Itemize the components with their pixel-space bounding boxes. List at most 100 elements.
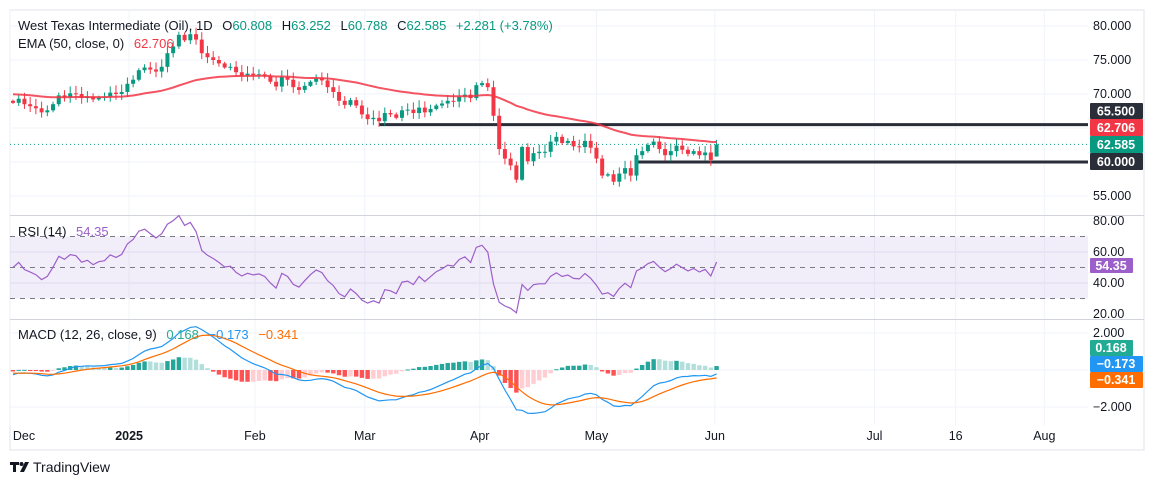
candle-body [337,91,342,101]
macd-histogram-bar [519,370,525,389]
low-label: L [341,18,348,33]
candle [588,133,593,154]
candle-body [560,136,565,143]
candle [422,101,427,118]
candle-body [640,151,645,156]
candle-body [365,114,370,120]
candle [491,80,496,121]
candle-body [623,168,628,174]
macd-legend[interactable]: MACD (12, 26, close, 9) 0.168 −0.173 −0.… [18,327,298,342]
candle-body [645,145,650,152]
candle-body [611,174,616,182]
macd-histogram-bar [296,370,302,379]
ema-tag [1090,119,1143,136]
candle-body [251,73,256,75]
candle-body [565,140,570,143]
candle [211,51,216,65]
macd-hist-tag [1090,340,1133,356]
candle [142,64,147,73]
macd-histogram-bar [291,370,296,379]
macd-signal-tag [1090,372,1143,388]
macd-histogram-bar [136,362,142,370]
candle-body [703,152,708,156]
macd-histogram-bar [354,370,359,377]
candle [542,144,547,158]
macd-histogram-bar [239,370,244,382]
candle-body [308,81,313,86]
candle-body [319,78,324,81]
candle-body [388,113,393,115]
ema-line [12,74,717,143]
candle-body [691,151,696,154]
rsi-legend[interactable]: RSI (14) 54.35 [18,224,109,239]
candle [474,82,479,101]
macd-histogram-bar [531,370,536,384]
candle-body [474,85,479,99]
candle-body [434,105,439,109]
time-axis-label: 2025 [115,429,143,443]
macd-histogram-bar [96,367,101,370]
macd-histogram-bar [113,367,119,370]
candle [125,77,130,98]
macd-histogram-bar [268,370,273,381]
candle [308,80,313,88]
resistance-tag [1090,103,1143,119]
candle [457,89,462,108]
close-label: C [397,18,406,33]
brand-name: TradingView [33,459,111,475]
candle-body [142,67,147,71]
candle [182,32,187,43]
macd-histogram-bar [702,365,708,370]
candle [68,86,73,103]
candle-body [199,39,204,54]
candle-body [314,78,319,82]
candle-body [399,110,404,118]
candle-body [216,60,221,64]
macd-histogram-bar [102,368,107,370]
candle-body [274,81,279,87]
candle [16,94,21,106]
macd-histogram-bar [685,363,691,370]
macd-histogram-bar [582,364,588,370]
candle [342,96,347,109]
macd-histogram-bar [313,370,319,374]
candle-body [302,85,307,90]
macd-signal-tag-text: −0.341 [1097,373,1136,387]
candles [11,27,719,187]
candle [222,61,227,69]
rsi-tag-text: 54.35 [1095,259,1126,273]
support-tag [1090,153,1143,170]
candle-body [491,87,496,116]
candle [680,140,685,155]
candle-body [514,165,519,180]
macd-histogram-bar [577,365,582,370]
macd-histogram-bar [73,365,79,370]
macd-histogram [10,357,719,393]
support-tag-text: 60.000 [1097,155,1135,169]
candle-body [634,155,639,176]
candle [502,141,507,165]
candle [508,152,513,171]
candle-body [176,34,181,47]
last-price-tag [1090,136,1143,153]
macd-histogram-bar [537,370,542,381]
candle-body [68,93,73,98]
macd-histogram-bar [148,361,153,370]
macd-histogram-bar [680,361,685,370]
candle [239,65,244,82]
candle [703,146,708,161]
rsi-axis-label: 60.00 [1093,245,1124,259]
macd-histogram-bar [319,370,325,373]
candle [434,103,439,111]
macd-histogram-bar [39,370,44,372]
ema-legend[interactable]: EMA (50, close, 0) 62.706 [18,36,174,51]
candle-body [697,151,702,156]
macd-histogram-bar [50,370,56,371]
ema-value: 62.706 [134,36,174,51]
macd-histogram-bar [428,366,433,370]
macd-histogram-bar [434,364,439,370]
tradingview-logo[interactable]: TradingView [10,459,111,475]
macd-histogram-bar [468,361,473,370]
signal-line [13,334,717,406]
